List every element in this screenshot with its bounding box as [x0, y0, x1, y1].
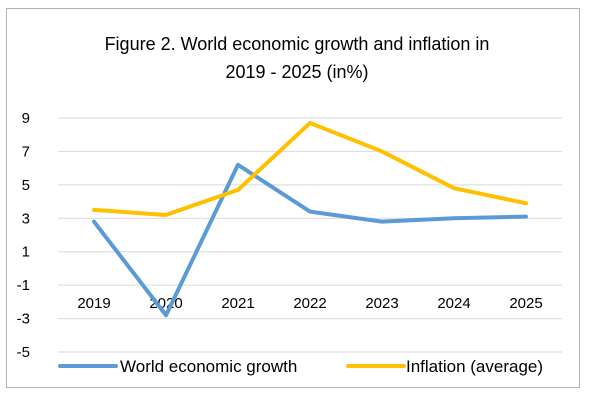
- x-tick-label: 2024: [437, 295, 470, 312]
- chart-frame: [6, 8, 580, 388]
- y-tick-label: 7: [22, 143, 30, 160]
- legend-label: Inflation (average): [406, 357, 543, 376]
- y-tick-label: 1: [22, 244, 30, 261]
- x-tick-label: 2019: [77, 295, 110, 312]
- series-line-1: [92, 162, 528, 318]
- x-tick-label: 2021: [221, 295, 254, 312]
- series-lines: [92, 121, 528, 318]
- chart-title: Figure 2. World economic growth and infl…: [0, 30, 594, 86]
- y-tick-label: -1: [17, 277, 30, 294]
- y-tick-label: 5: [22, 177, 30, 194]
- series-line-2: [92, 121, 528, 217]
- legend: World economic growth Inflation (average): [58, 357, 543, 376]
- y-tick-label: -3: [17, 311, 30, 328]
- y-tick-label: -5: [17, 344, 30, 361]
- chart-title-line2: 2019 - 2025 (in%): [225, 62, 369, 82]
- x-tick-label: 2022: [293, 295, 326, 312]
- x-axis-tick-labels: 2019 2020 2021 2022 2023 2024 2025: [77, 295, 542, 312]
- gridlines: [58, 117, 562, 353]
- x-tick-label: 2025: [509, 295, 542, 312]
- y-tick-label: 3: [22, 210, 30, 227]
- y-axis-tick-labels: 9 7 5 3 1 -1 -3 -5: [17, 110, 30, 361]
- chart-title-line1: Figure 2. World economic growth and infl…: [104, 34, 490, 54]
- legend-label: World economic growth: [120, 357, 297, 376]
- x-tick-label: 2023: [365, 295, 398, 312]
- y-tick-label: 9: [22, 110, 30, 127]
